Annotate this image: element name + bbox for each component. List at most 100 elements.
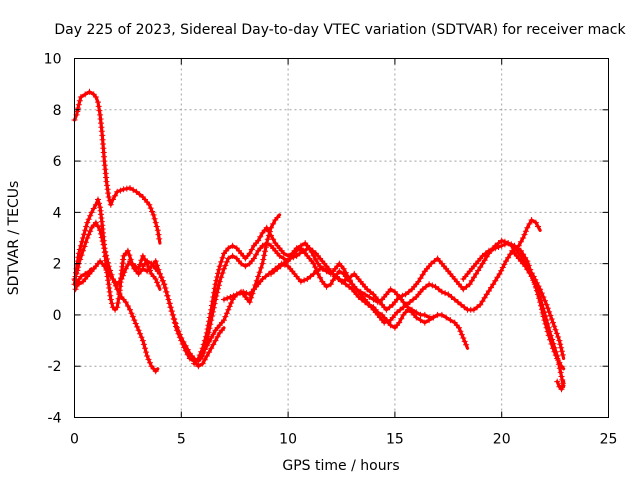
plus-marker bbox=[430, 314, 437, 321]
plus-marker bbox=[458, 301, 465, 308]
plus-marker bbox=[442, 290, 449, 297]
plus-marker bbox=[222, 262, 229, 269]
plus-marker bbox=[150, 211, 157, 218]
plus-marker bbox=[552, 326, 559, 333]
plus-marker bbox=[238, 260, 245, 267]
plus-marker bbox=[530, 277, 537, 284]
plus-marker bbox=[195, 363, 202, 370]
plus-marker bbox=[214, 333, 221, 340]
plus-marker bbox=[219, 254, 226, 261]
y-tick-label: 2 bbox=[53, 257, 62, 273]
plus-marker bbox=[182, 342, 189, 349]
plus-marker bbox=[386, 304, 393, 311]
plus-marker bbox=[485, 288, 492, 294]
plus-marker bbox=[348, 273, 355, 280]
plus-marker bbox=[156, 235, 163, 242]
plus-marker bbox=[367, 288, 374, 295]
plus-marker bbox=[96, 107, 103, 114]
plus-marker bbox=[85, 216, 92, 223]
plus-marker bbox=[259, 242, 266, 249]
plus-marker bbox=[237, 290, 243, 297]
plus-marker bbox=[121, 269, 128, 276]
plus-marker bbox=[204, 326, 211, 332]
plus-marker bbox=[163, 288, 170, 295]
plus-marker bbox=[456, 324, 462, 331]
plus-marker bbox=[477, 301, 484, 308]
plus-marker bbox=[82, 270, 89, 277]
plus-marker bbox=[488, 284, 494, 291]
plus-marker bbox=[447, 317, 454, 324]
plus-marker bbox=[114, 304, 121, 311]
plus-marker bbox=[556, 337, 563, 344]
plus-marker bbox=[257, 233, 264, 240]
plus-marker bbox=[524, 258, 531, 265]
plus-marker bbox=[203, 342, 210, 349]
plus-marker bbox=[133, 188, 140, 195]
plus-marker bbox=[107, 296, 114, 303]
series-track-12 bbox=[509, 247, 566, 389]
plus-marker bbox=[466, 281, 473, 288]
plus-marker bbox=[208, 335, 215, 341]
plus-marker bbox=[457, 328, 464, 335]
plus-marker bbox=[139, 252, 146, 259]
plus-marker bbox=[195, 355, 202, 362]
plus-marker bbox=[199, 360, 206, 367]
y-tick-label: 6 bbox=[53, 154, 62, 170]
series-track-13 bbox=[554, 378, 566, 393]
plus-marker bbox=[101, 263, 108, 270]
plus-marker bbox=[551, 344, 558, 351]
plus-marker bbox=[210, 341, 217, 348]
plus-marker bbox=[432, 283, 439, 290]
plus-marker bbox=[106, 288, 113, 295]
plus-marker bbox=[95, 196, 101, 203]
plus-marker bbox=[76, 97, 83, 104]
y-tick-label: 0 bbox=[53, 308, 62, 324]
plus-marker bbox=[410, 296, 417, 303]
plus-marker bbox=[130, 186, 137, 193]
plus-marker bbox=[253, 251, 260, 258]
y-tick-label: -4 bbox=[48, 411, 62, 427]
plus-marker bbox=[540, 294, 547, 300]
plus-marker bbox=[155, 231, 162, 238]
plus-marker bbox=[87, 228, 94, 235]
plus-marker bbox=[124, 247, 131, 254]
plus-marker bbox=[83, 223, 90, 230]
plus-marker bbox=[406, 299, 413, 306]
plus-marker bbox=[218, 327, 225, 334]
plus-marker bbox=[403, 301, 410, 308]
plus-marker bbox=[145, 356, 152, 363]
plus-marker bbox=[104, 256, 110, 262]
plus-marker bbox=[417, 275, 424, 282]
plus-marker bbox=[81, 243, 88, 250]
plus-marker bbox=[310, 270, 317, 277]
plus-marker bbox=[227, 294, 234, 300]
plus-marker bbox=[260, 256, 267, 263]
plus-marker bbox=[492, 245, 499, 252]
plus-marker bbox=[547, 332, 554, 339]
plus-marker bbox=[364, 286, 371, 293]
plus-marker bbox=[98, 234, 105, 241]
plus-marker bbox=[448, 294, 455, 300]
plus-marker bbox=[146, 201, 153, 208]
plus-marker bbox=[92, 219, 99, 226]
plus-marker bbox=[344, 276, 351, 282]
plus-marker bbox=[216, 263, 223, 270]
plus-marker bbox=[533, 285, 540, 291]
plus-marker bbox=[496, 270, 503, 277]
plus-marker bbox=[312, 256, 319, 263]
plus-marker bbox=[262, 244, 269, 251]
plus-marker bbox=[103, 252, 110, 259]
plus-marker bbox=[438, 311, 445, 318]
plus-marker bbox=[201, 356, 208, 363]
plus-marker bbox=[274, 214, 281, 221]
plus-marker bbox=[477, 264, 484, 271]
plus-marker bbox=[207, 310, 214, 317]
plus-marker bbox=[152, 276, 159, 282]
plus-marker bbox=[415, 278, 422, 285]
plus-marker bbox=[171, 316, 178, 323]
plus-marker bbox=[307, 273, 314, 280]
plus-marker bbox=[92, 94, 99, 100]
plus-marker bbox=[474, 304, 481, 311]
plus-marker bbox=[164, 292, 171, 299]
plus-marker bbox=[126, 252, 133, 259]
